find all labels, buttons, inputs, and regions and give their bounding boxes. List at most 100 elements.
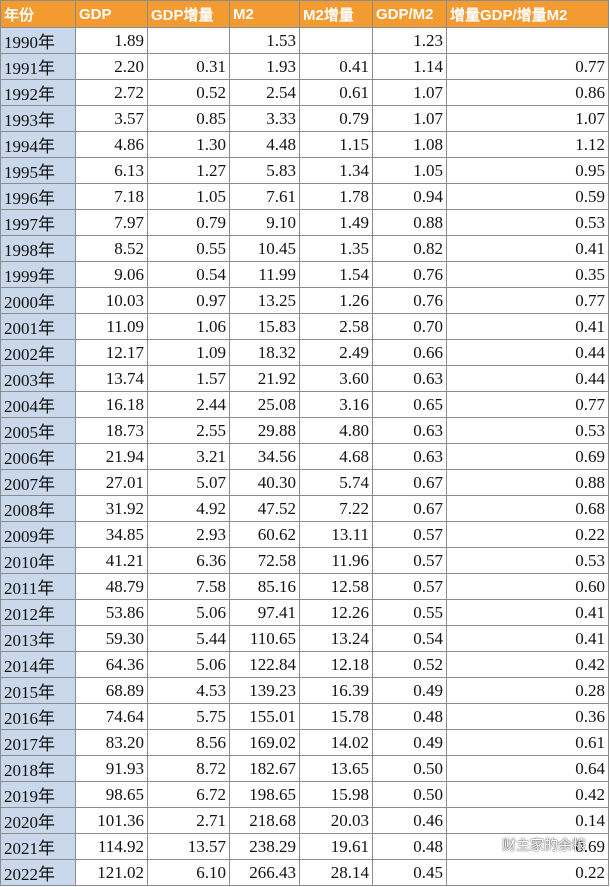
value-cell: 2.71	[147, 807, 230, 834]
value-cell: 12.17	[75, 339, 148, 366]
table-row: 2019年 98.65 6.72 198.65 15.98 0.50 0.42	[0, 781, 609, 808]
value-cell: 1.09	[147, 339, 230, 366]
year-cell: 1990年	[0, 27, 76, 54]
value-cell: 2.54	[229, 79, 300, 106]
value-cell: 4.92	[147, 495, 230, 522]
value-cell: 1.05	[372, 157, 447, 184]
value-cell: 101.36	[75, 807, 148, 834]
value-cell: 3.60	[299, 365, 373, 392]
table-row: 2021年 114.92 13.57 238.29 19.61 0.48 0.69	[0, 833, 609, 860]
value-cell: 0.55	[372, 599, 447, 626]
table-row: 2018年 91.93 8.72 182.67 13.65 0.50 0.64	[0, 755, 609, 782]
value-cell: 9.06	[75, 261, 148, 288]
value-cell: 1.89	[75, 27, 148, 54]
table-row: 1994年 4.86 1.30 4.48 1.15 1.08 1.12	[0, 131, 609, 158]
header-row: 年份 GDP GDP增量 M2 M2增量 GDP/M2 增量GDP/增量M2	[0, 0, 609, 28]
value-cell: 0.66	[372, 339, 447, 366]
value-cell: 4.48	[229, 131, 300, 158]
value-cell: 0.77	[446, 53, 609, 80]
value-cell: 1.49	[299, 209, 373, 236]
value-cell: 21.94	[75, 443, 148, 470]
table-row: 2002年 12.17 1.09 18.32 2.49 0.66 0.44	[0, 339, 609, 366]
column-header: GDP增量	[147, 0, 230, 28]
table-row: 1993年 3.57 0.85 3.33 0.79 1.07 1.07	[0, 105, 609, 132]
value-cell: 12.26	[299, 599, 373, 626]
value-cell: 0.63	[372, 365, 447, 392]
value-cell: 13.57	[147, 833, 230, 860]
value-cell: 0.70	[372, 313, 447, 340]
value-cell: 16.18	[75, 391, 148, 418]
table-row: 2003年 13.74 1.57 21.92 3.60 0.63 0.44	[0, 365, 609, 392]
value-cell: 0.49	[372, 729, 447, 756]
value-cell: 0.36	[446, 703, 609, 730]
value-cell: 5.74	[299, 469, 373, 496]
value-cell: 15.83	[229, 313, 300, 340]
table-row: 1999年 9.06 0.54 11.99 1.54 0.76 0.35	[0, 261, 609, 288]
table-row: 2010年 41.21 6.36 72.58 11.96 0.57 0.53	[0, 547, 609, 574]
value-cell: 19.61	[299, 833, 373, 860]
value-cell: 1.78	[299, 183, 373, 210]
year-cell: 2014年	[0, 651, 76, 678]
value-cell: 0.68	[446, 495, 609, 522]
value-cell: 74.64	[75, 703, 148, 730]
value-cell: 0.44	[446, 365, 609, 392]
value-cell: 10.45	[229, 235, 300, 262]
value-cell: 0.31	[147, 53, 230, 80]
column-header: GDP	[75, 0, 148, 28]
value-cell: 0.46	[372, 807, 447, 834]
value-cell: 1.23	[372, 27, 447, 54]
value-cell: 13.65	[299, 755, 373, 782]
table-row: 1995年 6.13 1.27 5.83 1.34 1.05 0.95	[0, 157, 609, 184]
value-cell	[147, 27, 230, 54]
value-cell: 2.49	[299, 339, 373, 366]
year-cell: 2001年	[0, 313, 76, 340]
table-row: 2022年 121.02 6.10 266.43 28.14 0.45 0.22	[0, 859, 609, 886]
table-row: 1997年 7.97 0.79 9.10 1.49 0.88 0.53	[0, 209, 609, 236]
value-cell: 0.86	[446, 79, 609, 106]
value-cell: 0.79	[299, 105, 373, 132]
year-cell: 2000年	[0, 287, 76, 314]
value-cell: 110.65	[229, 625, 300, 652]
value-cell: 0.76	[372, 287, 447, 314]
value-cell: 114.92	[75, 833, 148, 860]
value-cell: 0.50	[372, 755, 447, 782]
value-cell: 48.79	[75, 573, 148, 600]
year-cell: 2008年	[0, 495, 76, 522]
value-cell: 0.52	[147, 79, 230, 106]
year-cell: 2002年	[0, 339, 76, 366]
value-cell: 10.03	[75, 287, 148, 314]
value-cell: 1.07	[372, 105, 447, 132]
value-cell: 0.60	[446, 573, 609, 600]
value-cell: 2.55	[147, 417, 230, 444]
value-cell: 0.14	[446, 807, 609, 834]
year-cell: 2017年	[0, 729, 76, 756]
value-cell: 83.20	[75, 729, 148, 756]
value-cell: 3.16	[299, 391, 373, 418]
column-header: M2增量	[299, 0, 373, 28]
value-cell: 9.10	[229, 209, 300, 236]
value-cell: 68.89	[75, 677, 148, 704]
value-cell: 0.77	[446, 391, 609, 418]
table-row: 2001年 11.09 1.06 15.83 2.58 0.70 0.41	[0, 313, 609, 340]
value-cell: 0.53	[446, 209, 609, 236]
value-cell: 0.55	[147, 235, 230, 262]
year-cell: 2004年	[0, 391, 76, 418]
value-cell: 0.54	[147, 261, 230, 288]
year-cell: 2016年	[0, 703, 76, 730]
value-cell: 40.30	[229, 469, 300, 496]
value-cell: 28.14	[299, 859, 373, 886]
value-cell: 7.97	[75, 209, 148, 236]
year-cell: 2005年	[0, 417, 76, 444]
value-cell: 4.68	[299, 443, 373, 470]
value-cell: 0.67	[372, 469, 447, 496]
value-cell: 0.57	[372, 573, 447, 600]
value-cell: 0.41	[446, 625, 609, 652]
value-cell: 0.85	[147, 105, 230, 132]
value-cell: 27.01	[75, 469, 148, 496]
year-cell: 1999年	[0, 261, 76, 288]
value-cell: 0.44	[446, 339, 609, 366]
table-row: 2004年 16.18 2.44 25.08 3.16 0.65 0.77	[0, 391, 609, 418]
value-cell: 0.57	[372, 547, 447, 574]
value-cell: 0.48	[372, 833, 447, 860]
value-cell: 7.22	[299, 495, 373, 522]
